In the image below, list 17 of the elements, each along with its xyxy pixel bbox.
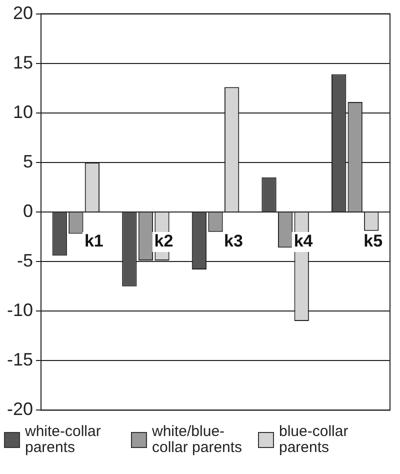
y-tick-label: -5 xyxy=(17,250,34,271)
y-tick-label: 0 xyxy=(23,200,34,221)
y-tick-label: 20 xyxy=(12,2,34,23)
legend-label: white-collar parents xyxy=(25,423,102,456)
legend-label: white/blue-collar parents xyxy=(152,423,244,456)
x-tick-label: k5 xyxy=(364,232,383,251)
x-tick-label: k4 xyxy=(294,232,314,251)
x-tick-label: k1 xyxy=(84,232,104,251)
y-tick-label: 5 xyxy=(23,151,34,172)
y-tick-label: 15 xyxy=(12,52,34,72)
y-tick-label: -10 xyxy=(7,300,34,320)
legend-label: blue-collar parents xyxy=(279,423,350,456)
y-tick-label: -15 xyxy=(7,350,34,370)
y-tick-label: -20 xyxy=(7,399,34,420)
y-tick-label: 10 xyxy=(12,102,34,122)
x-tick-label: k2 xyxy=(154,232,174,251)
x-tick-label: k3 xyxy=(224,232,243,251)
